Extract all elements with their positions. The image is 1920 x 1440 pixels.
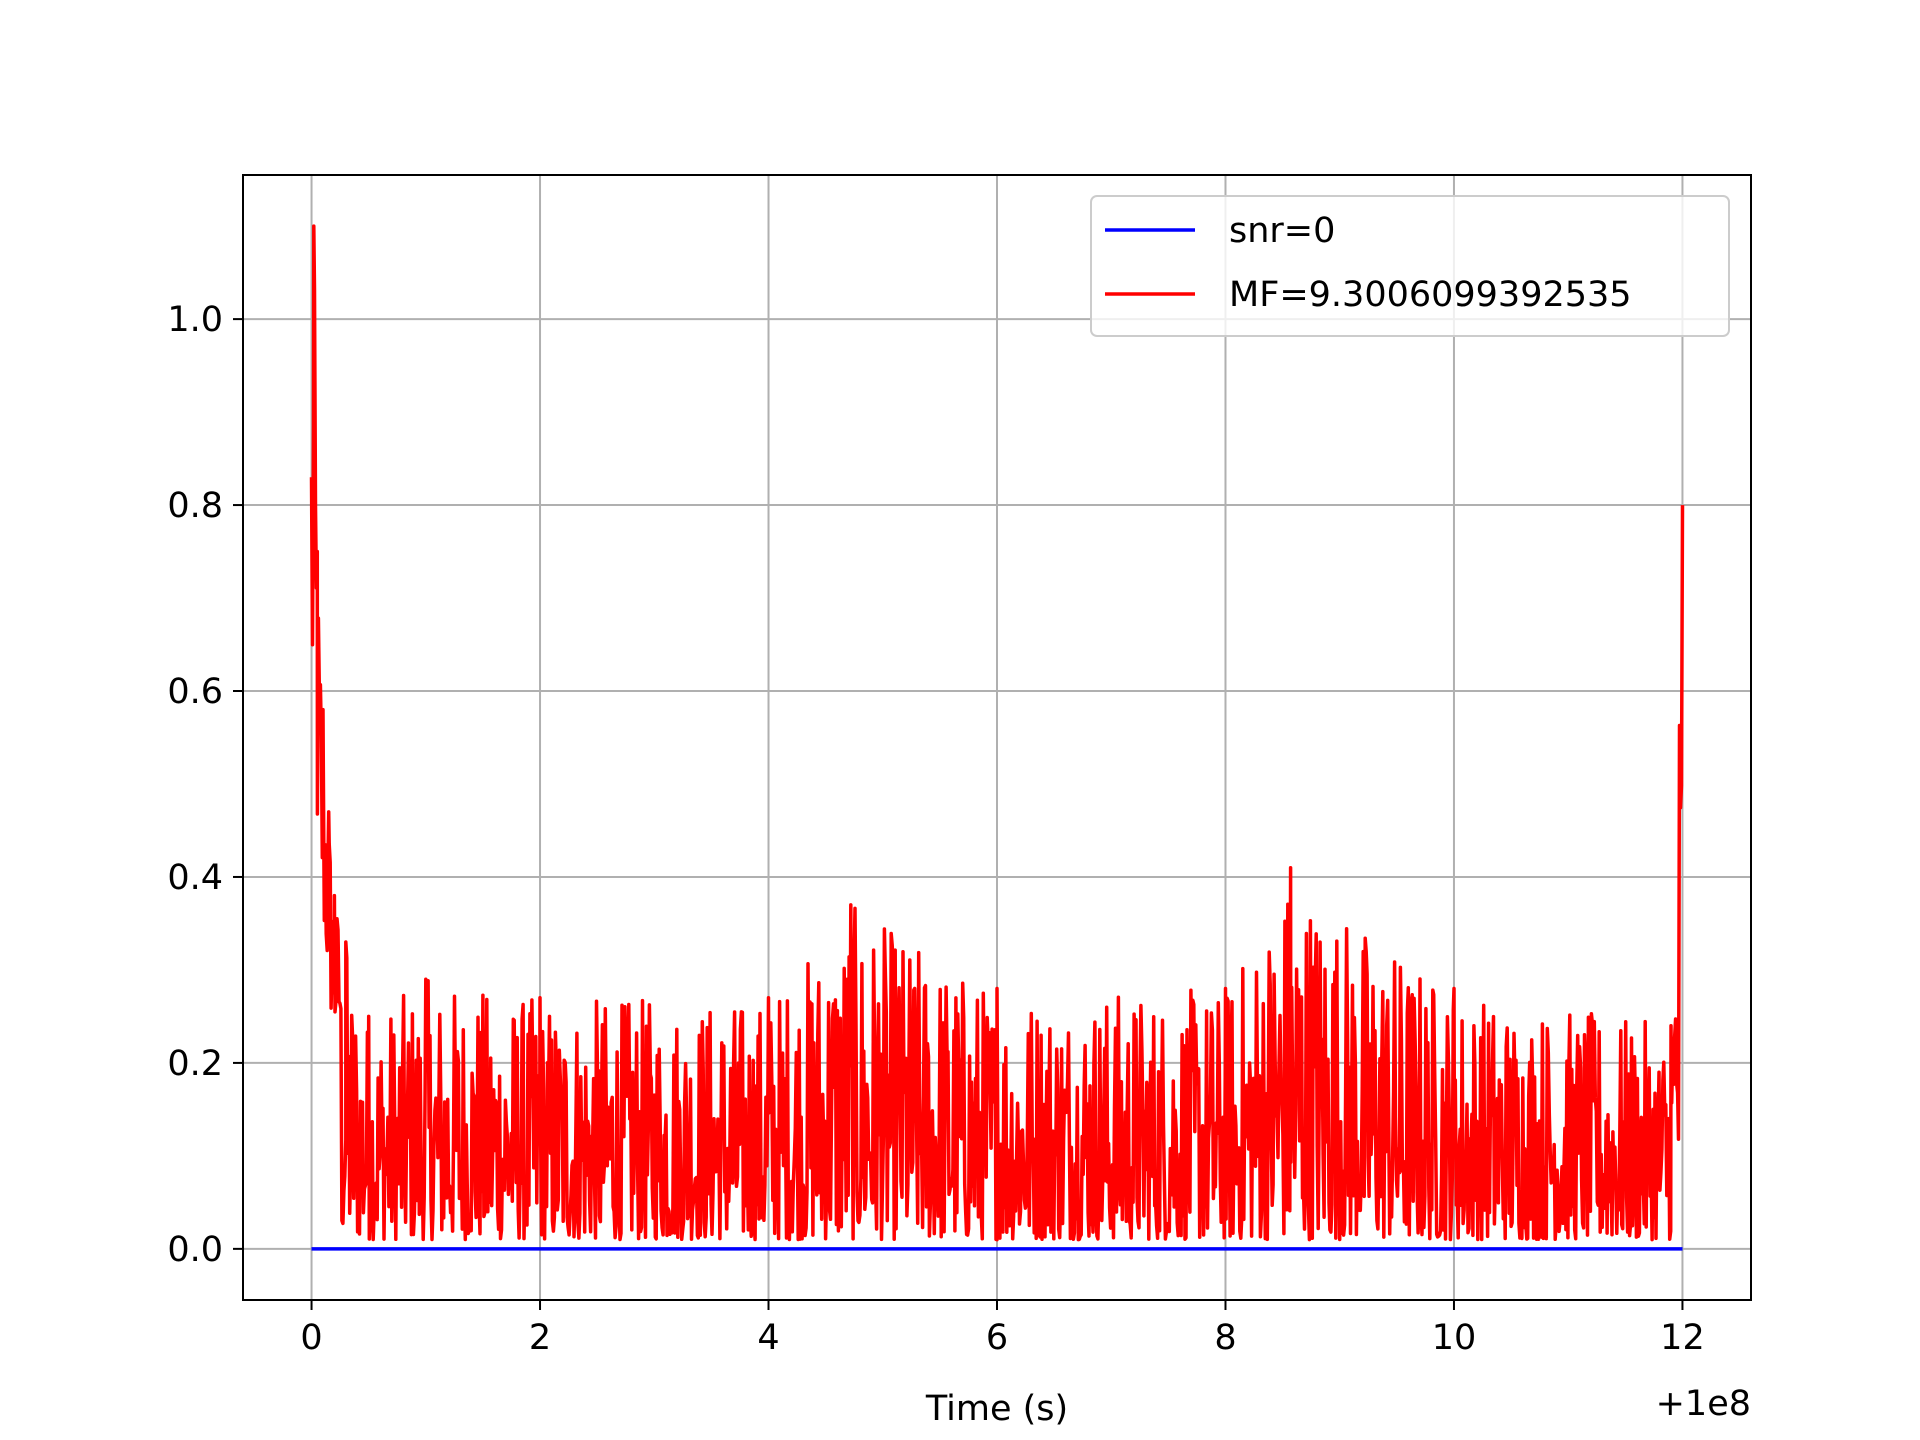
x-tick-label: 4 — [757, 1318, 779, 1358]
x-axis-label: Time (s) — [925, 1389, 1068, 1429]
y-axis: 0.0 0.2 0.4 0.6 0.8 1.0 — [167, 300, 243, 1270]
x-axis: 0 2 4 6 8 10 12 — [300, 1300, 1705, 1358]
legend-entry-label: snr=0 — [1229, 211, 1335, 251]
plot-area — [309, 224, 1685, 1251]
y-tick-label: 0.6 — [167, 672, 223, 712]
x-tick-label: 0 — [300, 1318, 322, 1358]
series-line-mf-9-3006099392535 — [309, 224, 1685, 1242]
y-tick-label: 1.0 — [167, 300, 223, 340]
legend: snr=0 MF=9.3006099392535 — [1090, 195, 1730, 337]
x-tick-label: 12 — [1660, 1318, 1705, 1358]
x-axis-offset-text: +1e8 — [1656, 1384, 1751, 1424]
y-tick-label: 0.4 — [167, 858, 223, 898]
x-tick-label: 2 — [529, 1318, 551, 1358]
y-tick-label: 0.8 — [167, 486, 223, 526]
legend-entry-label: MF=9.3006099392535 — [1229, 275, 1632, 315]
legend-box — [1090, 195, 1730, 337]
x-tick-label: 10 — [1432, 1318, 1477, 1358]
y-tick-label: 0.0 — [167, 1230, 223, 1270]
x-tick-label: 6 — [986, 1318, 1008, 1358]
x-tick-label: 8 — [1214, 1318, 1236, 1358]
y-tick-label: 0.2 — [167, 1044, 223, 1084]
